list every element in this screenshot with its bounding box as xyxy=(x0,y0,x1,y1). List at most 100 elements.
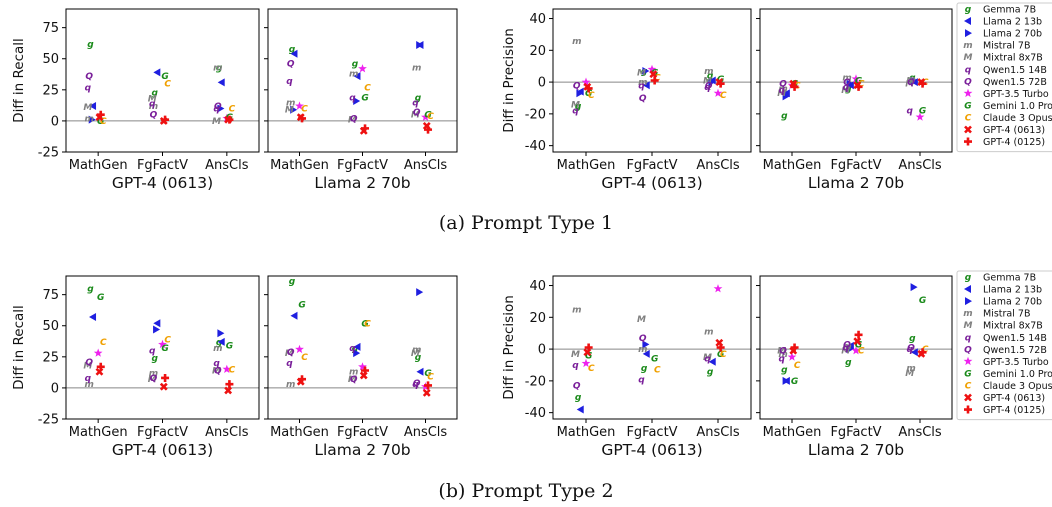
point-gemma-7b-fgfactv: g xyxy=(352,344,359,354)
legend-label-gpt-4-0613: GPT-4 (0613) xyxy=(983,125,1045,136)
x-tick-label-fgfactv: FgFactV xyxy=(137,158,188,173)
point-llama-2-13b-fgfactv xyxy=(153,68,161,77)
point-qwen1-5-72b-fgfactv: Q xyxy=(843,78,851,88)
y-tick-label: -40 xyxy=(525,406,546,421)
x-axis-title: GPT-4 (0613) xyxy=(112,174,213,192)
point-gpt-4-0125-anscls xyxy=(716,343,725,352)
point-mistral-7b-anscls: m xyxy=(704,67,713,77)
point-qwen1-5-14b-anscls: q xyxy=(412,380,419,390)
legend-label-gpt-4-0613: GPT-4 (0613) xyxy=(983,393,1045,404)
x-tick-label-mathgen: MathGen xyxy=(270,158,329,173)
legend-marker-gpt-4-0613 xyxy=(964,393,972,402)
legend-label-qwen1-5-14b: Qwen1.5 14B xyxy=(983,333,1047,344)
y-tick-label: -25 xyxy=(38,413,59,428)
point-gpt-4-0125-fgfactv xyxy=(161,373,170,382)
legend-label-claude-3-opus: Claude 3 Opus xyxy=(983,113,1052,124)
point-gpt-3-5-turbo-anscls xyxy=(421,112,430,121)
point-mistral-7b-fgfactv: m xyxy=(149,102,158,112)
point-gemini-1-0-pro-fgfactv: G xyxy=(651,355,658,365)
point-gemma-7b-fgfactv: g xyxy=(152,354,159,364)
point-qwen1-5-14b-fgfactv: q xyxy=(843,83,850,93)
point-qwen1-5-72b-fgfactv: Q xyxy=(843,340,851,350)
legend-label-llama-2-70b: Llama 2 70b xyxy=(983,297,1042,308)
point-qwen1-5-14b-anscls: q xyxy=(704,83,711,93)
y-tick-label: 0 xyxy=(538,76,546,91)
point-gpt-4-0125-fgfactv xyxy=(854,82,863,91)
point-qwen1-5-14b-mathgen: q xyxy=(286,359,293,369)
legend-marker-qwen1-5-14b: q xyxy=(965,333,972,343)
point-gemma-7b-mathgen: g xyxy=(87,40,94,50)
point-gemma-7b-anscls: g xyxy=(707,72,714,82)
point-qwen1-5-14b-mathgen: q xyxy=(85,374,92,384)
point-gpt-4-0613-fgfactv xyxy=(159,382,168,391)
point-gpt-4-0125-mathgen xyxy=(96,362,105,371)
point-gemini-1-0-pro-anscls: G xyxy=(226,342,233,352)
point-llama-2-70b-fgfactv xyxy=(846,79,854,88)
point-llama-2-70b-anscls xyxy=(217,104,225,113)
point-llama-2-70b-anscls xyxy=(416,41,424,50)
point-qwen1-5-14b-fgfactv: q xyxy=(349,93,356,103)
point-gemma-7b-fgfactv: g xyxy=(845,84,852,94)
point-qwen1-5-72b-mathgen: Q xyxy=(85,72,93,82)
y-tick-label: 50 xyxy=(42,319,59,334)
point-qwen1-5-72b-fgfactv: Q xyxy=(639,94,647,104)
point-gemma-7b-anscls: g xyxy=(707,367,714,377)
x-tick-label-fgfactv: FgFactV xyxy=(337,158,388,173)
point-claude-3-opus-anscls: C xyxy=(720,91,727,101)
point-claude-3-opus-mathgen: C xyxy=(588,91,595,101)
point-claude-3-opus-anscls: C xyxy=(427,112,434,122)
point-mistral-7b-mathgen: m xyxy=(84,114,93,124)
legend-marker-llama-2-13b xyxy=(964,285,971,294)
point-qwen1-5-14b-anscls: q xyxy=(412,98,419,108)
point-gemma-7b-mathgen: g xyxy=(87,284,94,294)
point-qwen1-5-14b-anscls: q xyxy=(907,107,914,117)
point-gpt-3-5-turbo-mathgen xyxy=(295,101,304,110)
point-qwen1-5-14b-fgfactv: q xyxy=(149,347,156,357)
legend-label-llama-2-13b: Llama 2 13b xyxy=(983,17,1042,28)
y-tick-label: 0 xyxy=(538,343,546,358)
x-tick-label-mathgen: MathGen xyxy=(557,425,616,440)
point-gemini-1-0-pro-mathgen: G xyxy=(298,301,305,311)
point-llama-2-70b-fgfactv xyxy=(642,340,650,349)
y-axis-title: Diff in Recall xyxy=(11,305,27,390)
x-axis-title: Llama 2 70b xyxy=(314,441,410,459)
point-gpt-4-0125-mathgen xyxy=(790,343,799,352)
point-gemma-7b-anscls: g xyxy=(415,353,422,363)
point-llama-2-13b-mathgen xyxy=(89,313,97,322)
legend-marker-claude-3-opus: C xyxy=(965,381,972,391)
point-qwen1-5-72b-anscls: Q xyxy=(413,379,421,389)
point-llama-2-13b-fgfactv xyxy=(353,342,361,351)
point-qwen1-5-72b-fgfactv: Q xyxy=(639,334,647,344)
point-mistral-7b-mathgen: m xyxy=(572,305,581,315)
x-tick-label-fgfactv: FgFactV xyxy=(626,425,677,440)
point-gemma-7b-fgfactv: g xyxy=(641,364,648,374)
legend-marker-llama-2-70b xyxy=(965,297,972,306)
point-llama-2-70b-mathgen xyxy=(782,92,790,101)
point-mistral-7b-anscls: m xyxy=(213,63,222,73)
x-axis-title: Llama 2 70b xyxy=(314,174,410,192)
y-axis-title: Diff in Precision xyxy=(501,295,517,400)
legend-marker-mixtral-8x7b: M xyxy=(964,53,973,63)
point-llama-2-13b-mathgen xyxy=(290,311,298,320)
point-llama-2-70b-mathgen xyxy=(782,376,790,385)
point-qwen1-5-14b-anscls: q xyxy=(704,355,711,365)
legend-label-gpt-3-5-turbo: GPT-3.5 Turbo xyxy=(983,357,1049,368)
point-claude-3-opus-anscls: C xyxy=(720,350,727,360)
point-gemini-1-0-pro-mathgen: G xyxy=(97,117,104,127)
x-tick-label-anscls: AnsCls xyxy=(404,425,448,440)
point-qwen1-5-72b-mathgen: Q xyxy=(779,347,787,357)
y-tick-label: 75 xyxy=(42,21,59,36)
point-qwen1-5-72b-fgfactv: Q xyxy=(150,374,158,384)
point-qwen1-5-14b-mathgen: q xyxy=(779,355,786,365)
point-mistral-7b-fgfactv: m xyxy=(842,342,851,352)
x-tick-label-mathgen: MathGen xyxy=(763,158,822,173)
y-tick-label: -20 xyxy=(525,374,546,389)
point-qwen1-5-72b-anscls: Q xyxy=(214,367,222,377)
